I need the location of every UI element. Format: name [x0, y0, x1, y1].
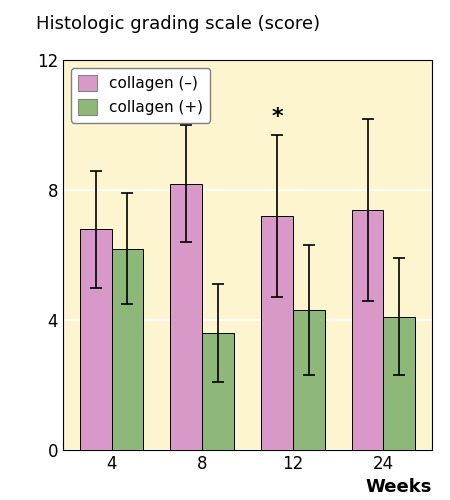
Text: Histologic grading scale (score): Histologic grading scale (score) [36, 15, 320, 33]
Bar [352, 210, 383, 450]
Legend: collagen (–), collagen (+): collagen (–), collagen (+) [71, 68, 211, 122]
Bar [112, 248, 143, 450]
Bar [383, 317, 415, 450]
Text: *: * [271, 106, 283, 126]
X-axis label: Weeks: Weeks [365, 478, 432, 496]
Bar [293, 310, 324, 450]
Bar [202, 333, 234, 450]
Bar [80, 229, 112, 450]
Text: *: * [180, 97, 192, 117]
Bar [261, 216, 293, 450]
Bar [171, 184, 202, 450]
